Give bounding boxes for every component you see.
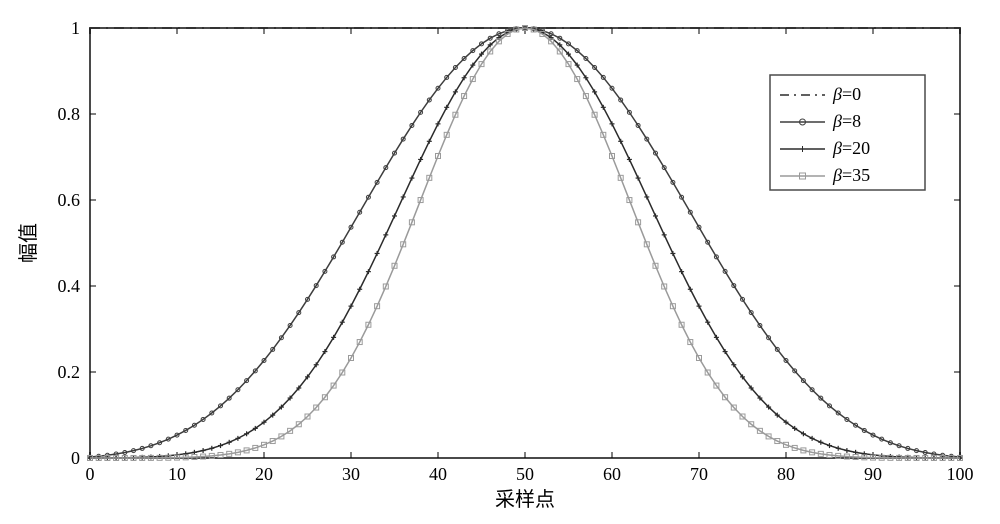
- svg-text:0.2: 0.2: [58, 362, 81, 382]
- svg-text:80: 80: [777, 464, 795, 484]
- svg-text:40: 40: [429, 464, 447, 484]
- svg-text:10: 10: [168, 464, 186, 484]
- svg-text:β=8: β=8: [832, 111, 861, 131]
- svg-text:0: 0: [71, 448, 80, 468]
- svg-text:1: 1: [71, 18, 80, 38]
- chart-svg: 0 10 20 30 40 50 60 70 80 90 100 0 0.2 0.4 0.6 0.8 1 采样点 幅…: [0, 0, 1000, 524]
- svg-text:采样点: 采样点: [495, 488, 555, 511]
- svg-text:20: 20: [255, 464, 273, 484]
- svg-text:β=35: β=35: [832, 165, 870, 185]
- svg-text:0.8: 0.8: [58, 104, 81, 124]
- svg-text:0: 0: [86, 464, 95, 484]
- svg-text:β=20: β=20: [832, 138, 870, 158]
- svg-text:β=0: β=0: [832, 84, 861, 104]
- svg-text:70: 70: [690, 464, 708, 484]
- svg-text:60: 60: [603, 464, 621, 484]
- svg-text:0.4: 0.4: [58, 276, 81, 296]
- svg-text:90: 90: [864, 464, 882, 484]
- chart-container: { "chart": { "type": "line", "width_px":…: [0, 0, 1000, 524]
- svg-text:100: 100: [947, 464, 974, 484]
- svg-text:50: 50: [516, 464, 534, 484]
- svg-text:0.6: 0.6: [58, 190, 81, 210]
- svg-text:30: 30: [342, 464, 360, 484]
- svg-text:幅值: 幅值: [17, 223, 40, 263]
